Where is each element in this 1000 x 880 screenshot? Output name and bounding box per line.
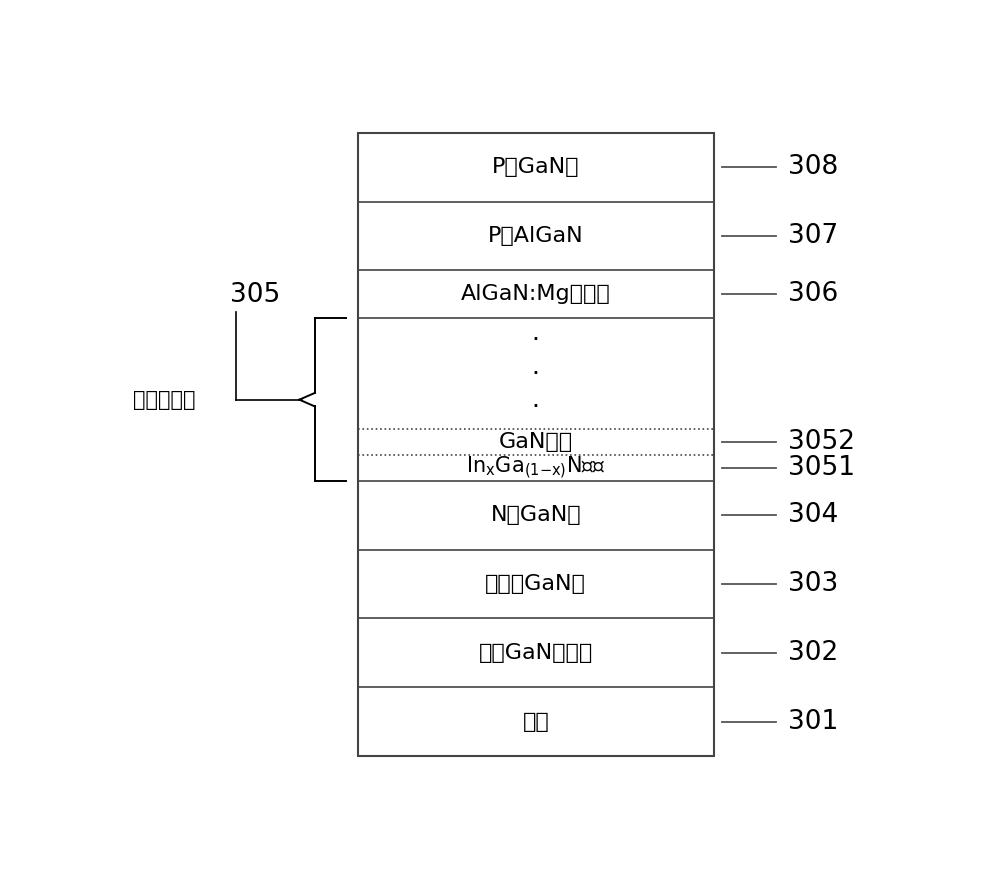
Text: P型AlGaN: P型AlGaN — [488, 226, 584, 246]
Text: 304: 304 — [788, 502, 838, 528]
Text: ·
·
·: · · · — [532, 328, 540, 419]
Text: 301: 301 — [788, 708, 838, 735]
Text: 306: 306 — [788, 282, 838, 307]
Text: 3052: 3052 — [788, 429, 855, 455]
Text: 308: 308 — [788, 154, 838, 180]
Text: GaN垒层: GaN垒层 — [499, 432, 573, 451]
Text: 302: 302 — [788, 640, 838, 666]
Text: N型GaN层: N型GaN层 — [490, 505, 581, 525]
Text: 低温GaN缓冲层: 低温GaN缓冲层 — [479, 643, 593, 663]
Text: 307: 307 — [788, 223, 838, 249]
Text: 多量子阱层: 多量子阱层 — [133, 390, 195, 410]
Text: 非掺杂GaN层: 非掺杂GaN层 — [485, 574, 586, 594]
Text: AlGaN:Mg薄垫层: AlGaN:Mg薄垫层 — [461, 284, 611, 304]
Text: 303: 303 — [788, 571, 838, 597]
Text: 基底: 基底 — [522, 712, 549, 731]
Text: P型GaN层: P型GaN层 — [492, 158, 580, 177]
Text: $\mathregular{In_xGa_{(1\minus x)}N}$阱层: $\mathregular{In_xGa_{(1\minus x)}N}$阱层 — [466, 455, 605, 481]
Text: 305: 305 — [230, 282, 280, 308]
Text: 3051: 3051 — [788, 455, 855, 480]
Bar — [358, 133, 714, 756]
